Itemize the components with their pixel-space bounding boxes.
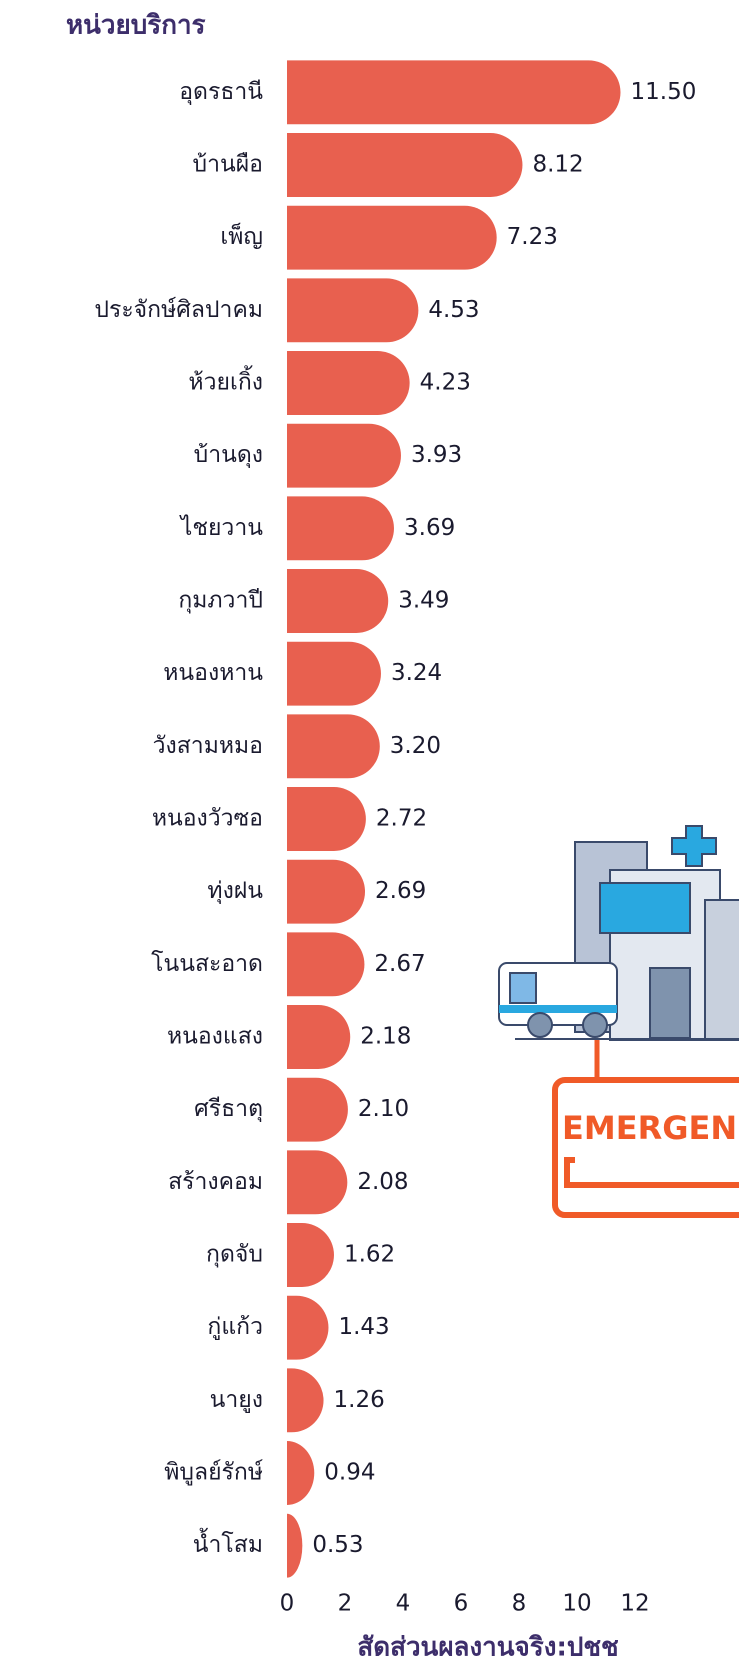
value-label: 2.08 <box>357 1169 408 1195</box>
bar <box>287 1514 302 1578</box>
chart: หน่วยบริการ สัดส่วนผลงานจริง:ปชช EMERGEN… <box>0 0 739 1665</box>
value-label: 3.20 <box>390 733 441 759</box>
x-tick-label: 4 <box>396 1591 411 1617</box>
y-tick-label: ทุ่งฝน <box>207 878 263 904</box>
bar <box>287 1441 314 1505</box>
value-label: 0.53 <box>312 1532 363 1558</box>
bar <box>287 278 418 342</box>
value-label: 0.94 <box>324 1460 375 1486</box>
bar <box>287 351 410 415</box>
value-label: 7.23 <box>507 224 558 250</box>
y-tick-label: เพ็ญ <box>220 221 263 250</box>
y-tick-label: ไชยวาน <box>179 514 263 541</box>
y-tick-label: อุดรธานี <box>179 79 263 105</box>
bar <box>287 1078 348 1142</box>
value-label: 8.12 <box>532 152 583 178</box>
x-tick-label: 0 <box>280 1591 295 1617</box>
y-tick-label: วังสามหมอ <box>153 733 263 759</box>
sign-text: EMERGEN <box>562 1109 737 1147</box>
y-tick-label: พิบูลย์รักษ์ <box>164 1459 263 1486</box>
bar <box>287 1150 347 1214</box>
x-tick-label: 2 <box>338 1591 353 1617</box>
value-label: 3.93 <box>411 442 462 468</box>
bar <box>287 496 394 560</box>
bar <box>287 1368 324 1432</box>
y-tick-label: หนองหาน <box>163 660 263 686</box>
y-tick-label: ศรีธาตุ <box>194 1096 263 1122</box>
x-axis-title: สัดส่วนผลงานจริง:ปชช <box>357 1633 618 1663</box>
value-label: 3.69 <box>404 515 455 541</box>
bar <box>287 1296 328 1360</box>
value-label: 3.24 <box>391 660 442 686</box>
x-tick-label: 6 <box>454 1591 469 1617</box>
y-tick-label: ห้วยเกิ้ง <box>188 366 263 396</box>
bar <box>287 206 497 270</box>
bar <box>287 424 401 488</box>
x-tick-label: 12 <box>620 1591 649 1617</box>
y-tick-label: ประจักษ์ศิลปาคม <box>94 296 263 323</box>
x-tick-label: 8 <box>512 1591 527 1617</box>
y-tick-label: กุดจับ <box>206 1242 263 1268</box>
value-label: 1.26 <box>334 1387 385 1413</box>
value-label: 3.49 <box>398 588 449 614</box>
y-tick-label: หนองแสง <box>167 1024 263 1050</box>
bar <box>287 1005 350 1069</box>
y-tick-label: กู่แก้ว <box>207 1314 263 1340</box>
bar <box>287 1223 334 1287</box>
x-tick-label: 10 <box>562 1591 591 1617</box>
bar <box>287 569 388 633</box>
bar <box>287 932 364 996</box>
y-tick-label: นายูง <box>210 1387 263 1413</box>
value-label: 2.72 <box>376 806 427 832</box>
y-tick-label: หนองวัวซอ <box>152 806 263 832</box>
value-label: 1.43 <box>338 1314 389 1340</box>
y-axis-title: หน่วยบริการ <box>66 11 206 41</box>
illustration: EMERGEN <box>499 826 739 1215</box>
y-tick-label: บ้านดุง <box>194 442 263 468</box>
value-label: 2.67 <box>374 951 425 977</box>
y-tick-label: กุมภวาปี <box>178 588 263 614</box>
value-label: 4.23 <box>420 370 471 396</box>
value-label: 2.10 <box>358 1096 409 1122</box>
bar <box>287 860 365 924</box>
value-label: 2.69 <box>375 878 426 904</box>
value-label: 1.62 <box>344 1242 395 1268</box>
bar <box>287 642 381 706</box>
y-tick-label: โนนสะอาด <box>151 950 263 977</box>
bar <box>287 60 620 124</box>
y-tick-label: บ้านผือ <box>192 152 263 178</box>
value-label: 2.18 <box>360 1024 411 1050</box>
bar <box>287 787 366 851</box>
bar <box>287 714 380 778</box>
value-label: 4.53 <box>428 297 479 323</box>
bar <box>287 133 522 197</box>
y-tick-label: สร้างคอม <box>168 1169 263 1195</box>
value-label: 11.50 <box>631 79 697 105</box>
y-tick-label: น้ำโสม <box>193 1528 263 1558</box>
